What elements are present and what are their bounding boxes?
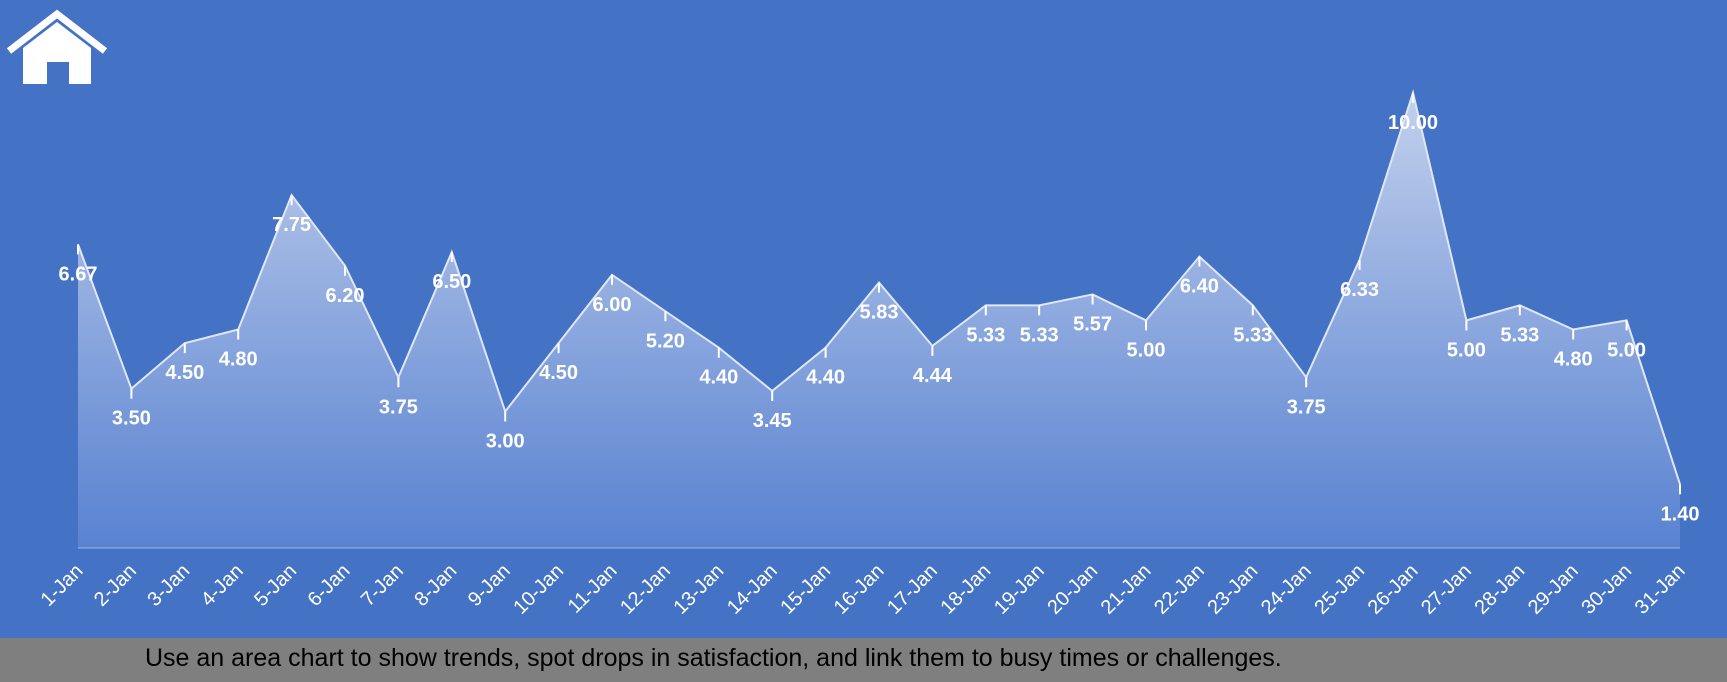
data-label: 6.67 <box>59 263 98 285</box>
data-label: 4.50 <box>539 362 578 384</box>
x-tick-label: 20-Jan <box>1043 560 1102 619</box>
x-tick-label: 28-Jan <box>1471 560 1530 619</box>
x-tick-label: 19-Jan <box>990 560 1049 619</box>
x-tick-label: 23-Jan <box>1204 560 1263 619</box>
x-tick-label: 17-Jan <box>883 560 942 619</box>
data-label: 5.33 <box>1233 324 1272 346</box>
data-label: 5.00 <box>1607 339 1646 361</box>
data-label: 4.50 <box>165 362 204 384</box>
data-label: 6.00 <box>593 294 632 316</box>
data-label: 6.20 <box>326 285 365 307</box>
data-label: 6.50 <box>432 271 471 293</box>
x-tick-label: 9-Jan <box>464 560 515 611</box>
x-tick-label: 3-Jan <box>143 560 194 611</box>
data-label: 4.40 <box>699 367 738 389</box>
x-tick-label: 15-Jan <box>776 560 835 619</box>
data-label: 3.50 <box>112 408 151 430</box>
home-icon <box>6 9 108 84</box>
x-tick-label: 29-Jan <box>1524 560 1583 619</box>
x-tick-label: 7-Jan <box>357 560 408 611</box>
data-label: 5.00 <box>1447 339 1486 361</box>
data-label: 7.75 <box>272 214 311 236</box>
footer-bar: Use an area chart to show trends, spot d… <box>0 638 1727 682</box>
data-label: 5.33 <box>966 324 1005 346</box>
data-label: 4.80 <box>219 348 258 370</box>
x-tick-label: 24-Jan <box>1257 560 1316 619</box>
x-tick-label: 13-Jan <box>670 560 729 619</box>
data-label: 3.75 <box>1287 396 1326 418</box>
x-tick-label: 16-Jan <box>830 560 889 619</box>
x-tick-label: 27-Jan <box>1417 560 1476 619</box>
data-label: 5.83 <box>860 302 899 324</box>
x-tick-label: 11-Jan <box>564 560 622 618</box>
data-label: 4.40 <box>806 367 845 389</box>
x-tick-label: 8-Jan <box>410 560 461 611</box>
area-series <box>78 92 1680 548</box>
x-tick-label: 25-Jan <box>1310 560 1369 619</box>
data-label: 6.33 <box>1340 279 1379 301</box>
data-label: 5.00 <box>1127 339 1166 361</box>
data-label: 10.00 <box>1388 112 1438 134</box>
data-label: 5.33 <box>1500 324 1539 346</box>
x-tick-label: 30-Jan <box>1577 560 1636 619</box>
data-label: 3.45 <box>753 410 792 432</box>
x-tick-label: 10-Jan <box>509 560 568 619</box>
data-label: 3.00 <box>486 430 525 452</box>
data-label: 1.40 <box>1661 503 1700 525</box>
area-chart: 6.67 3.50 4.50 4.80 7.75 6.20 3.75 6.50 3.00 4.50… <box>37 89 1700 619</box>
x-tick-label: 14-Jan <box>723 560 782 619</box>
x-tick-label: 4-Jan <box>197 560 248 611</box>
data-label: 3.75 <box>379 396 418 418</box>
x-tick-label: 12-Jan <box>616 560 675 619</box>
data-label: 5.57 <box>1073 313 1112 335</box>
chart-area: 6.67 3.50 4.50 4.80 7.75 6.20 3.75 6.50 3.00 4.50… <box>37 89 1700 619</box>
data-label: 5.20 <box>646 330 685 352</box>
x-tick-label: 18-Jan <box>937 560 996 619</box>
x-tick-label: 2-Jan <box>90 560 141 611</box>
footer-caption: Use an area chart to show trends, spot d… <box>145 644 1282 672</box>
data-label: 4.44 <box>913 365 953 387</box>
x-tick-label: 6-Jan <box>304 560 355 611</box>
x-tick-label: 5-Jan <box>250 560 301 611</box>
x-tick-label: 26-Jan <box>1364 560 1423 619</box>
data-label: 6.40 <box>1180 276 1219 298</box>
x-tick-label: 21-Jan <box>1097 560 1156 619</box>
home-button[interactable] <box>6 8 108 88</box>
x-tick-label: 31-Jan <box>1631 560 1690 619</box>
x-tick-label: 22-Jan <box>1150 560 1209 619</box>
x-tick-label: 1-Jan <box>37 560 88 611</box>
data-label: 5.33 <box>1020 324 1059 346</box>
data-label: 4.80 <box>1554 348 1593 370</box>
